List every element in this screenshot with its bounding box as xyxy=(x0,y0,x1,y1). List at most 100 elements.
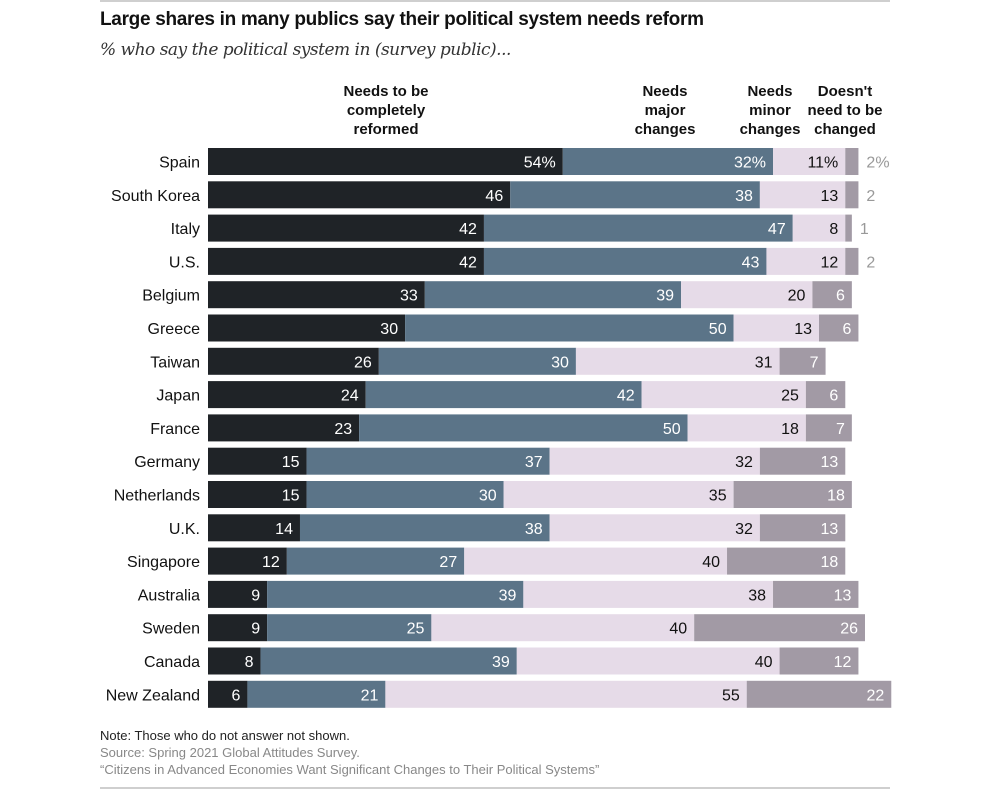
data-label: 31 xyxy=(755,354,773,371)
bar-segment xyxy=(208,614,268,642)
data-label: 7 xyxy=(836,421,845,438)
bar-segment xyxy=(306,447,550,475)
legend-header-line: Doesn't xyxy=(817,83,873,100)
data-label: 26 xyxy=(354,354,372,371)
bar-segment xyxy=(562,148,774,175)
data-label: 38 xyxy=(525,521,543,538)
category-label: Singapore xyxy=(127,554,200,571)
data-label: 6 xyxy=(843,321,852,338)
data-label: 13 xyxy=(820,454,838,471)
legend-header-line: changes xyxy=(634,121,696,138)
data-label: 46 xyxy=(485,188,503,205)
data-label: 13 xyxy=(820,521,838,538)
bar-segment xyxy=(510,181,760,209)
bar-segment xyxy=(773,148,846,175)
category-label: Australia xyxy=(138,587,200,604)
bar-segment xyxy=(549,447,760,475)
chart-subtitle: % who say the political system in (surve… xyxy=(100,40,511,60)
bar-segment xyxy=(208,247,484,275)
data-label: 2 xyxy=(866,254,875,271)
bar-segment xyxy=(845,214,852,242)
data-label: 12 xyxy=(820,254,838,271)
bar-segment xyxy=(208,481,307,508)
data-label: 40 xyxy=(755,654,773,671)
bar-segment xyxy=(759,181,846,209)
note: Note: Those who do not answer not shown. xyxy=(100,728,350,743)
bar-segment xyxy=(208,314,406,342)
bar-segment xyxy=(359,414,688,442)
bar-segment xyxy=(247,680,386,708)
data-label: 6 xyxy=(836,288,845,305)
legend-header-line: completely xyxy=(346,102,426,119)
data-label: 18 xyxy=(781,421,799,438)
data-label: 47 xyxy=(768,221,786,238)
bar-segment xyxy=(733,314,820,342)
data-label: 9 xyxy=(251,587,260,604)
data-label: 14 xyxy=(275,521,293,538)
category-label: Belgium xyxy=(142,288,200,305)
bar-segment xyxy=(516,647,780,675)
bar-segment xyxy=(792,214,846,242)
bar-segment xyxy=(208,647,261,675)
legend-header-3: Doesn't need to be changed xyxy=(807,82,882,139)
bar-segment xyxy=(260,647,517,675)
data-label: 21 xyxy=(361,687,379,704)
category-label: Japan xyxy=(156,388,200,405)
bar-segment xyxy=(733,481,852,508)
data-label: 26 xyxy=(840,621,858,638)
data-label: 42 xyxy=(459,254,477,271)
bar-segment xyxy=(208,580,268,608)
bar-segment xyxy=(845,181,859,209)
data-label: 55 xyxy=(722,687,740,704)
data-label: 32 xyxy=(735,454,753,471)
category-label: Greece xyxy=(148,321,201,338)
bar-segment xyxy=(759,514,846,542)
data-label: 8 xyxy=(245,654,254,671)
data-label: 38 xyxy=(748,587,766,604)
bar-segment xyxy=(208,214,484,242)
data-label: 15 xyxy=(282,488,300,505)
data-label: 32% xyxy=(734,155,766,172)
bar-segment xyxy=(208,181,511,209)
legend-header-1: Needs major changes xyxy=(635,82,696,139)
bar-segment xyxy=(549,514,760,542)
bar-segment xyxy=(746,680,892,708)
data-label: 35 xyxy=(709,488,727,505)
bar-segment xyxy=(405,314,734,342)
legend-header-0: Needs to be completely reformed xyxy=(343,82,428,139)
bar-segment xyxy=(267,580,524,608)
data-label: 40 xyxy=(669,621,687,638)
bar-segment xyxy=(299,514,550,542)
bar-segment xyxy=(267,614,432,642)
bottom-rule xyxy=(100,787,890,789)
bar-segment xyxy=(773,580,859,608)
category-label: Netherlands xyxy=(114,488,200,505)
legend-header-line: Needs to be xyxy=(343,83,429,100)
bar-segment xyxy=(575,347,780,375)
chart-title: Large shares in many publics say their p… xyxy=(100,9,704,30)
bar-segment xyxy=(687,414,806,442)
category-label: Germany xyxy=(134,454,200,471)
category-label: U.S. xyxy=(169,254,200,271)
bar-segment xyxy=(208,414,360,442)
data-label: 13 xyxy=(820,188,838,205)
category-label: U.K. xyxy=(169,521,200,538)
data-label: 39 xyxy=(656,288,674,305)
source: Source: Spring 2021 Global Attitudes Sur… xyxy=(100,745,360,760)
data-label: 8 xyxy=(829,221,838,238)
data-label: 30 xyxy=(479,488,497,505)
data-label: 39 xyxy=(492,654,510,671)
data-label: 18 xyxy=(827,488,845,505)
data-label: 42 xyxy=(459,221,477,238)
legend-header-2: Needs minor changes xyxy=(740,82,801,139)
bar-segment xyxy=(483,214,793,242)
bar-segment xyxy=(503,481,734,508)
bar-segment xyxy=(805,381,846,409)
bar-segment xyxy=(483,247,767,275)
bar-segment xyxy=(208,514,300,542)
data-label: 30 xyxy=(551,354,569,371)
data-label: 9 xyxy=(251,621,260,638)
category-label: Spain xyxy=(159,155,200,172)
category-label: Canada xyxy=(144,654,200,671)
